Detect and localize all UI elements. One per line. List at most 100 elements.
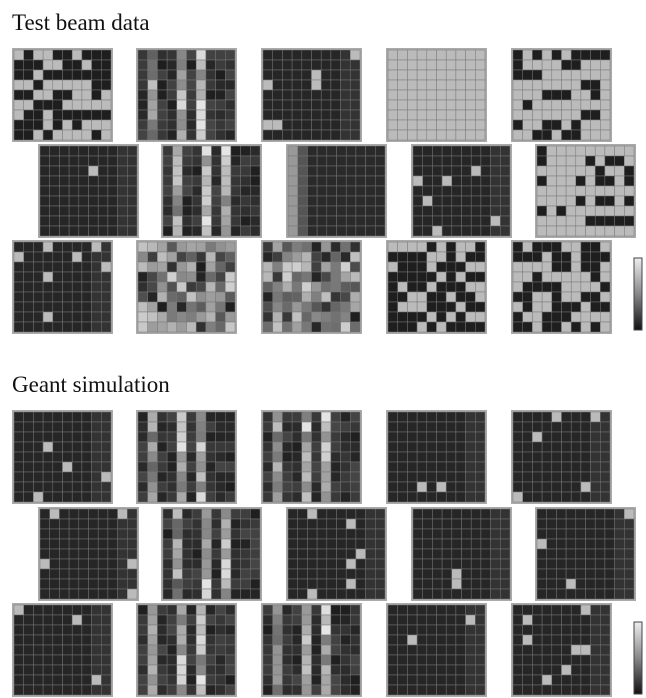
pixel-cell: [594, 185, 606, 197]
pixel-cell: [365, 578, 376, 590]
pixel-cell: [624, 185, 635, 197]
pixel-cell: [340, 644, 351, 656]
pixel-cell: [470, 215, 482, 227]
pixel-cell: [215, 654, 226, 666]
pixel-cell: [52, 291, 63, 303]
pixel-cell: [71, 614, 83, 626]
pixel-cell: [320, 614, 332, 626]
pixel-cell: [475, 411, 486, 423]
pixel-cell: [272, 441, 283, 453]
pixel-cell: [326, 195, 337, 207]
pixel-cell: [71, 441, 83, 453]
pixel-cell: [532, 119, 543, 131]
pixel-cell: [416, 491, 428, 503]
pixel-cell: [287, 225, 298, 237]
pixel-cell: [272, 271, 283, 283]
pixel-cell: [455, 654, 466, 666]
pixel-cell: [475, 271, 486, 283]
pixel-cell: [561, 129, 572, 141]
pixel-cell: [182, 578, 193, 590]
pixel-cell: [397, 431, 408, 443]
pixel-cell: [426, 451, 437, 463]
pixel-cell: [311, 89, 322, 101]
pixel-cell: [604, 185, 615, 197]
pixel-cell: [387, 99, 398, 111]
pixel-cell: [512, 59, 523, 71]
pixel-cell: [480, 558, 491, 570]
pixel-cell: [52, 411, 63, 423]
pixel-cell: [287, 508, 298, 520]
pixel-cell: [195, 241, 207, 253]
pixel-cell: [166, 471, 178, 483]
pixel-cell: [594, 528, 606, 540]
pixel-cell: [81, 684, 92, 696]
pixel-cell: [350, 49, 361, 61]
pixel-cell: [39, 225, 50, 237]
pixel-cell: [33, 451, 44, 463]
pixel-cell: [532, 109, 543, 121]
pixel-cell: [624, 578, 635, 590]
pixel-cell: [166, 491, 178, 503]
pixel-cell: [301, 604, 312, 616]
pixel-cell: [205, 654, 216, 666]
pixel-cell: [101, 644, 112, 656]
pixel-cell: [311, 241, 322, 253]
pixel-cell: [532, 654, 543, 666]
pixel-cell: [307, 185, 318, 197]
pixel-cell: [205, 674, 216, 686]
pixel-cell: [291, 481, 303, 493]
pixel-cell: [397, 411, 408, 423]
pixel-cell: [240, 185, 251, 197]
pixel-cell: [512, 481, 523, 493]
pixel-cell: [23, 301, 34, 313]
pixel-cell: [500, 205, 511, 217]
pixel-cell: [68, 538, 80, 550]
pixel-cell: [624, 165, 635, 177]
pixel-cell: [561, 481, 572, 493]
pixel-cell: [250, 185, 261, 197]
pixel-cell: [191, 568, 203, 580]
pixel-cell: [512, 634, 523, 646]
pixel-cell: [475, 664, 486, 676]
pixel-cell: [195, 684, 207, 696]
pixel-cell: [240, 558, 251, 570]
pixel-cell: [480, 175, 491, 187]
pixel-cell: [397, 119, 408, 131]
pixel-cell: [350, 461, 361, 473]
pixel-cell: [137, 654, 148, 666]
pixel-cell: [33, 321, 44, 333]
pixel-cell: [205, 481, 216, 493]
pixel-cell: [532, 291, 543, 303]
pixel-cell: [407, 291, 418, 303]
pixel-cell: [565, 145, 577, 157]
pixel-cell: [307, 215, 318, 227]
pixel-cell: [580, 654, 591, 666]
pixel-cell: [101, 481, 112, 493]
pixel-cell: [475, 654, 486, 666]
pixel-cell: [551, 411, 562, 423]
pixel-cell: [387, 614, 398, 626]
pixel-cell: [282, 614, 293, 626]
pixel-cell: [176, 49, 187, 61]
pixel-cell: [215, 49, 226, 61]
pixel-cell: [350, 624, 361, 636]
pixel-cell: [320, 441, 332, 453]
pixel-cell: [624, 538, 635, 550]
pixel-cell: [397, 421, 408, 433]
pixel-cell: [585, 588, 596, 600]
pixel-cell: [397, 109, 408, 121]
pixel-cell: [205, 281, 216, 293]
pixel-cell: [455, 431, 466, 443]
pixel-cell: [365, 518, 376, 530]
pixel-cell: [590, 451, 601, 463]
pixel-cell: [68, 225, 80, 237]
pixel-cell: [211, 175, 222, 187]
pixel-cell: [71, 664, 83, 676]
pixel-cell: [137, 129, 148, 141]
pixel-cell: [195, 311, 207, 323]
pixel-cell: [205, 624, 216, 636]
pixel-cell: [291, 491, 303, 503]
pixel-cell: [522, 59, 533, 71]
pixel-cell: [624, 175, 635, 187]
pixel-cell: [436, 654, 447, 666]
